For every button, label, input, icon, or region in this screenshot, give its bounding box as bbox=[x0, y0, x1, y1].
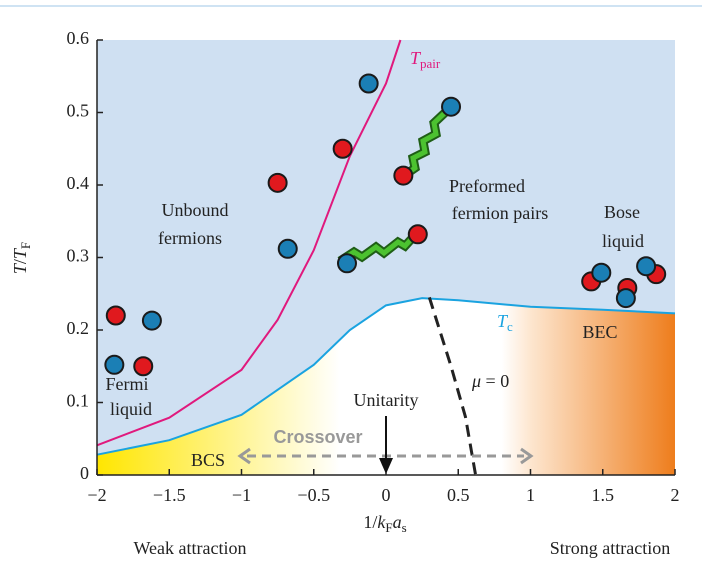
atom bbox=[269, 174, 287, 192]
x-tick-label: −2 bbox=[87, 485, 106, 505]
y-tick-label: 0.4 bbox=[67, 173, 90, 193]
annotation: Strong attraction bbox=[550, 538, 670, 558]
annotation: liquid bbox=[602, 231, 644, 251]
x-tick-label: 2 bbox=[671, 485, 680, 505]
atom bbox=[637, 257, 655, 275]
x-tick-label: 0 bbox=[382, 485, 391, 505]
annotation: liquid bbox=[110, 399, 152, 419]
mu-label: μ = 0 bbox=[471, 371, 509, 391]
atom bbox=[592, 264, 610, 282]
y-tick-label: 0.5 bbox=[67, 101, 90, 121]
x-tick-label: 0.5 bbox=[447, 485, 470, 505]
y-axis-label: T/TF bbox=[10, 242, 33, 274]
x-tick-label: 1 bbox=[526, 485, 535, 505]
annotation: fermions bbox=[158, 228, 222, 248]
chart: −2 −1.5 −1 −0.5 0 0.5 1 1.5 2 0 0.1 0.2 0.3 0.4 0.5 0.6… bbox=[0, 0, 702, 565]
annotation: BCS bbox=[191, 450, 225, 470]
annotation: fermion pairs bbox=[452, 203, 548, 223]
y-tick-label: 0.3 bbox=[67, 246, 90, 266]
annotation: Crossover bbox=[273, 427, 362, 447]
y-tick-label: 0.6 bbox=[67, 28, 90, 48]
mu-symbol: μ bbox=[471, 371, 481, 391]
atom bbox=[134, 357, 152, 375]
annotation: Bose bbox=[604, 202, 640, 222]
x-label-part: a bbox=[393, 512, 402, 532]
x-label-part: F bbox=[385, 520, 392, 535]
atom bbox=[617, 289, 635, 307]
annotation: Preformed bbox=[449, 176, 525, 196]
atom bbox=[409, 225, 427, 243]
annotation: Unitarity bbox=[354, 390, 419, 410]
x-label-part: s bbox=[402, 520, 407, 535]
x-tick-label: 1.5 bbox=[592, 485, 615, 505]
y-tick-label: 0.1 bbox=[67, 391, 90, 411]
atom bbox=[360, 75, 378, 93]
annotation: Fermi bbox=[106, 374, 149, 394]
atom bbox=[105, 356, 123, 374]
annotation: Unbound bbox=[162, 200, 229, 220]
x-tick-label: −1.5 bbox=[153, 485, 186, 505]
annotation: Weak attraction bbox=[134, 538, 247, 558]
x-tick-label: −0.5 bbox=[297, 485, 330, 505]
y-tick-label: 0.2 bbox=[67, 318, 90, 338]
y-label-part: F bbox=[18, 242, 33, 249]
t-c-sub: c bbox=[507, 319, 513, 334]
y-tick-label: 0 bbox=[80, 463, 89, 483]
x-tick-label: −1 bbox=[232, 485, 251, 505]
atom bbox=[279, 240, 297, 258]
atom bbox=[334, 140, 352, 158]
atom bbox=[442, 98, 460, 116]
atom bbox=[394, 167, 412, 185]
x-label-part: 1/ bbox=[363, 512, 377, 532]
mu-rest: = 0 bbox=[481, 371, 509, 391]
t-pair-sub: pair bbox=[420, 56, 441, 71]
atom bbox=[143, 312, 161, 330]
atom bbox=[338, 254, 356, 272]
x-axis-label: 1/kFas bbox=[363, 512, 406, 535]
annotation: BEC bbox=[582, 322, 617, 342]
atom bbox=[107, 307, 125, 325]
